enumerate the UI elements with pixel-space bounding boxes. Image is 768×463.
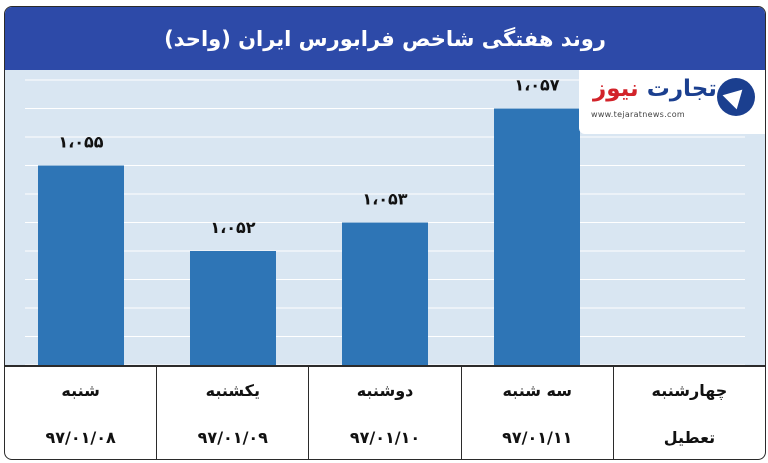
date-cell: ۹۷/۰۱/۰۹: [197, 428, 268, 447]
logo-arrow-icon: [717, 78, 755, 116]
day-cell: دوشنبه: [356, 381, 414, 400]
date-cell: ۹۷/۰۱/۱۱: [502, 428, 573, 447]
bar: [38, 165, 124, 365]
data-label: ۱،۰۵۵: [58, 133, 103, 152]
logo-wordmark: تجارت نیوز: [593, 76, 717, 102]
data-label: ۱،۰۵۲: [210, 218, 255, 237]
logo-name-part2: نیوز: [593, 76, 639, 102]
bar-chart: ۱،۰۵۵ ۱،۰۵۲ ۱،۰۵۳ ۱،۰۵۷: [25, 76, 745, 365]
tejarat-news-logo: تجارت نیوز www.tejaratnews.com: [579, 70, 765, 134]
table-column: یکشنبه ۹۷/۰۱/۰۹: [157, 367, 310, 459]
data-label: ۱،۰۵۳: [362, 190, 407, 209]
date-table: شنبه ۹۷/۰۱/۰۸ یکشنبه ۹۷/۰۱/۰۹ دوشنبه ۹۷/…: [5, 365, 765, 459]
date-cell: ۹۷/۰۱/۱۰: [349, 428, 421, 447]
date-cell: ۹۷/۰۱/۰۸: [45, 428, 116, 447]
logo-url: www.tejaratnews.com: [591, 110, 685, 119]
table-column: چهارشنبه تعطیل: [614, 367, 765, 459]
bar: [494, 108, 580, 365]
day-cell: سه شنبه: [502, 381, 572, 400]
bar: [342, 222, 428, 365]
chart-title: روند هفتگی شاخص فرابورس ایران (واحد): [5, 7, 765, 70]
data-label: ۱،۰۵۷: [514, 76, 559, 95]
table-column: سه شنبه ۹۷/۰۱/۱۱: [462, 367, 614, 459]
logo-name-part1: تجارت: [646, 76, 717, 102]
table-column: شنبه ۹۷/۰۱/۰۸: [5, 367, 158, 459]
table-column: دوشنبه ۹۷/۰۱/۱۰: [309, 367, 462, 459]
chart-frame: روند هفتگی شاخص فرابورس ایران (واحد) ۱،۰…: [4, 6, 766, 460]
bar: [190, 251, 276, 365]
day-cell: یکشنبه: [205, 381, 260, 400]
day-cell: چهارشنبه: [651, 381, 728, 400]
day-cell: شنبه: [61, 381, 100, 400]
date-cell: تعطیل: [663, 428, 716, 447]
